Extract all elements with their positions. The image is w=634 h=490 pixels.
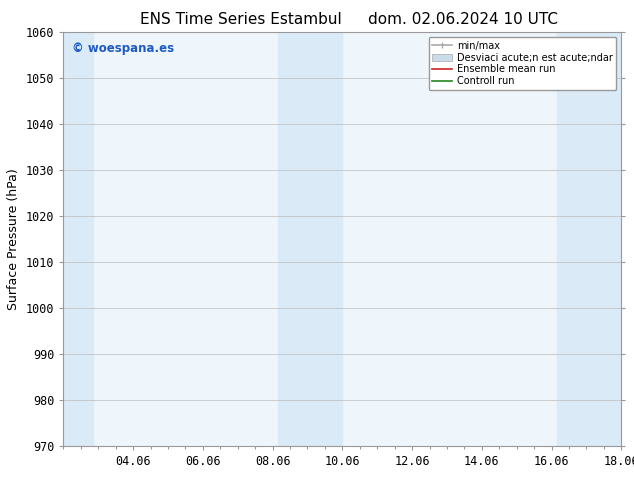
Text: ENS Time Series Estambul: ENS Time Series Estambul	[140, 12, 342, 27]
Y-axis label: Surface Pressure (hPa): Surface Pressure (hPa)	[8, 168, 20, 310]
Bar	[278, 32, 342, 446]
Legend: min/max, Desviaci acute;n est acute;ndar, Ensemble mean run, Controll run: min/max, Desviaci acute;n est acute;ndar…	[429, 37, 616, 90]
Bar	[557, 32, 625, 446]
Bar	[60, 32, 93, 446]
Text: dom. 02.06.2024 10 UTC: dom. 02.06.2024 10 UTC	[368, 12, 558, 27]
Text: © woespana.es: © woespana.es	[72, 42, 174, 55]
